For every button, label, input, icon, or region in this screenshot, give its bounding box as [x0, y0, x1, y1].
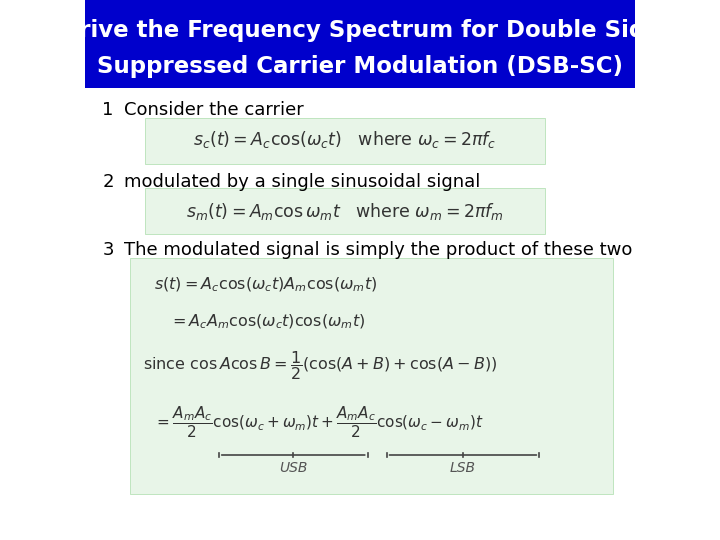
Text: LSB: LSB	[450, 461, 476, 475]
Text: The modulated signal is simply the product of these two: The modulated signal is simply the produ…	[124, 241, 632, 259]
FancyBboxPatch shape	[130, 258, 613, 494]
Text: Suppressed Carrier Modulation (DSB-SC): Suppressed Carrier Modulation (DSB-SC)	[97, 55, 623, 78]
Text: $s(t) = A_c \cos(\omega_c t) A_m \cos(\omega_m t)$: $s(t) = A_c \cos(\omega_c t) A_m \cos(\o…	[154, 276, 377, 294]
Text: 3: 3	[102, 241, 114, 259]
Text: 11. Derive the Frequency Spectrum for Double Sideband: 11. Derive the Frequency Spectrum for Do…	[0, 18, 720, 42]
Text: $= A_c A_m \cos(\omega_c t)\cos(\omega_m t)$: $= A_c A_m \cos(\omega_c t)\cos(\omega_m…	[169, 313, 366, 331]
Text: modulated by a single sinusoidal signal: modulated by a single sinusoidal signal	[124, 173, 480, 191]
Text: USB: USB	[279, 461, 307, 475]
Text: Consider the carrier: Consider the carrier	[124, 101, 303, 119]
Text: 1: 1	[102, 101, 114, 119]
Text: $s_c(t) = A_c \cos(\omega_c t)$   where $\omega_c = 2\pi f_c$: $s_c(t) = A_c \cos(\omega_c t)$ where $\…	[193, 130, 497, 151]
FancyBboxPatch shape	[145, 188, 544, 234]
Text: since $\cos A \cos B = \dfrac{1}{2}\left(\cos(A+B) + \cos(A-B)\right)$: since $\cos A \cos B = \dfrac{1}{2}\left…	[143, 349, 497, 382]
FancyBboxPatch shape	[145, 118, 544, 164]
Text: $s_m(t) = A_m \cos \omega_m t$   where $\omega_m = 2\pi f_m$: $s_m(t) = A_m \cos \omega_m t$ where $\o…	[186, 200, 503, 221]
Text: $= \dfrac{A_m A_c}{2}\cos(\omega_c + \omega_m)t + \dfrac{A_m A_c}{2}\cos(\omega_: $= \dfrac{A_m A_c}{2}\cos(\omega_c + \om…	[154, 404, 484, 440]
Text: 2: 2	[102, 173, 114, 191]
FancyBboxPatch shape	[86, 0, 634, 88]
